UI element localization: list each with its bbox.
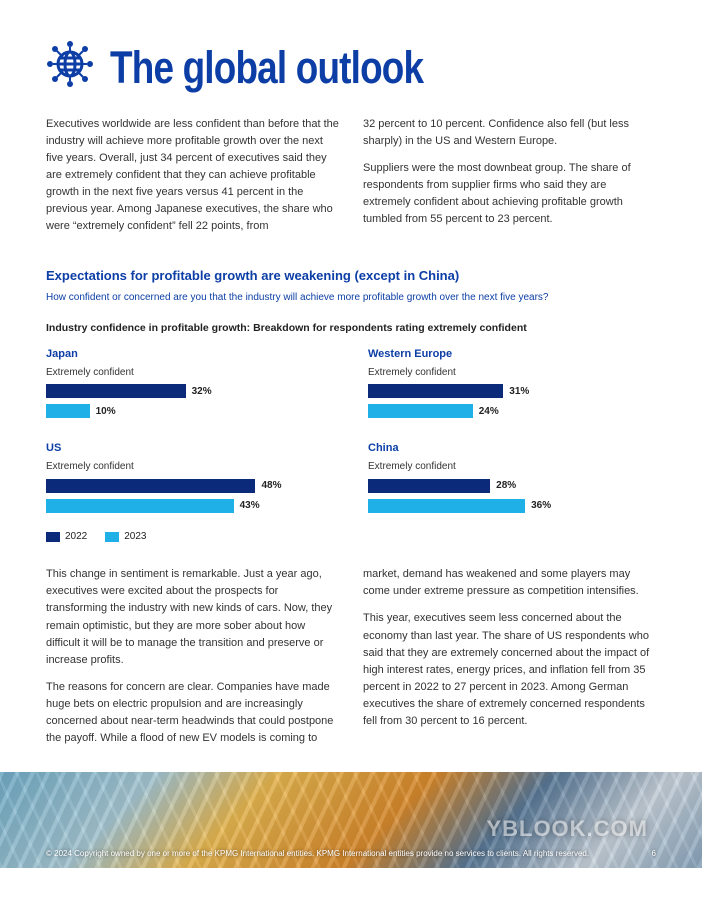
bar-value-label: 36%	[531, 498, 551, 514]
legend-swatch-2022	[46, 532, 60, 542]
globe-icon	[46, 40, 94, 94]
charts-grid: Japan Extremely confident 32% 10% Western Eu…	[46, 346, 656, 519]
bar-value-label: 24%	[479, 404, 499, 420]
watermark: YBLOOK.COM	[486, 812, 648, 846]
body2-p4: This year, executives seem less concerne…	[363, 610, 656, 729]
bar-row: 43%	[46, 499, 334, 513]
intro-p2: 32 percent to 10 percent. Confidence als…	[363, 116, 656, 150]
bar	[46, 499, 234, 513]
body2-p3: market, demand has weakened and some pla…	[363, 566, 656, 600]
bar	[368, 479, 490, 493]
bar-value-label: 28%	[496, 478, 516, 494]
bar	[368, 384, 503, 398]
intro-columns: Executives worldwide are less confident …	[46, 116, 656, 242]
region-label: China	[368, 440, 656, 457]
mini-chart-us: US Extremely confident 48%43%	[46, 440, 334, 519]
confidence-chart-block: Expectations for profitable growth are w…	[46, 266, 656, 545]
bar-value-label: 43%	[240, 498, 260, 514]
bar-value-label: 32%	[192, 384, 212, 400]
bar-value-label: 48%	[261, 478, 281, 494]
bar-row: 24%	[368, 404, 656, 418]
bar-row: 10%	[46, 404, 334, 418]
chart-subtitle: How confident or concerned are you that …	[46, 290, 656, 306]
bar	[46, 479, 255, 493]
body2-p1: This change in sentiment is remarkable. …	[46, 566, 339, 668]
bar-row: 36%	[368, 499, 656, 513]
legend-swatch-2023	[105, 532, 119, 542]
mini-chart-china: China Extremely confident 28% 36%	[368, 440, 656, 519]
legend-label-2023: 2023	[124, 529, 146, 545]
bar-row: 48%	[46, 479, 334, 493]
series-label: Extremely confident	[368, 365, 656, 381]
legend-2022: 2022	[46, 529, 87, 545]
series-label: Extremely confident	[368, 459, 656, 475]
mini-chart-western-europe: Western Europe Extremely confident 31% 24%	[368, 346, 656, 425]
bar-value-label: 10%	[96, 404, 116, 420]
bar	[368, 499, 525, 513]
bar	[46, 384, 186, 398]
footer-copyright: © 2024 Copyright owned by one or more of…	[46, 848, 589, 860]
page-title: The global outlook	[110, 45, 423, 90]
chart-breakdown-label: Industry confidence in profitable growth…	[46, 320, 656, 336]
chart-legend: 2022 2023	[46, 529, 656, 545]
body2-p2: The reasons for concern are clear. Compa…	[46, 679, 339, 747]
chart-title: Expectations for profitable growth are w…	[46, 266, 656, 286]
region-label: US	[46, 440, 334, 457]
bar	[368, 404, 473, 418]
bar-value-label: 31%	[509, 384, 529, 400]
intro-p3: Suppliers were the most downbeat group. …	[363, 160, 656, 228]
series-label: Extremely confident	[46, 365, 334, 381]
footer-page-number: 6	[652, 848, 656, 860]
mini-chart-japan: Japan Extremely confident 32% 10%	[46, 346, 334, 425]
legend-label-2022: 2022	[65, 529, 87, 545]
region-label: Western Europe	[368, 346, 656, 363]
footer-image: YBLOOK.COM © 2024 Copyright owned by one…	[0, 772, 702, 868]
intro-p1: Executives worldwide are less confident …	[46, 116, 339, 235]
body2-columns: This change in sentiment is remarkable. …	[46, 566, 656, 748]
bar	[46, 404, 90, 418]
region-label: Japan	[46, 346, 334, 363]
series-label: Extremely confident	[46, 459, 334, 475]
bar-row: 28%	[368, 479, 656, 493]
bar-row: 32%	[46, 384, 334, 398]
legend-2023: 2023	[105, 529, 146, 545]
bar-row: 31%	[368, 384, 656, 398]
